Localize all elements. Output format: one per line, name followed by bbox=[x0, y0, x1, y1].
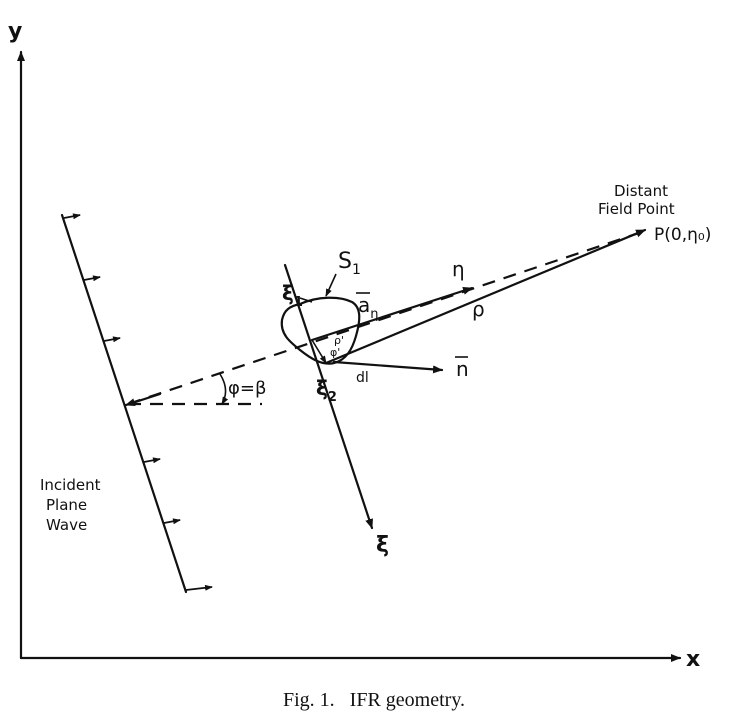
angle-label: φ=β bbox=[228, 378, 266, 399]
rho-prime-vector bbox=[311, 339, 327, 364]
wavefront-arrow bbox=[185, 584, 213, 591]
point-p-label: P(0,η₀) bbox=[654, 225, 711, 245]
dl-label: dl bbox=[356, 370, 369, 386]
figure-caption: Fig. 1. IFR geometry. bbox=[283, 689, 465, 711]
normal-label: n bbox=[456, 357, 469, 381]
xi-axis-label: ξ bbox=[376, 533, 389, 558]
wavefront-arrow bbox=[143, 457, 161, 464]
wavefront-arrow bbox=[63, 213, 81, 220]
distant-label-line1: Distant bbox=[614, 182, 668, 200]
x-axis-label: x bbox=[686, 647, 700, 672]
xi1-tick bbox=[299, 297, 313, 303]
s1-pointer bbox=[325, 273, 337, 297]
rho-prime-label: ρ' bbox=[334, 334, 344, 347]
distant-label-line2: Field Point bbox=[598, 200, 675, 218]
wavefront-arrow bbox=[83, 275, 101, 282]
propagation-line bbox=[127, 228, 649, 406]
a-eta-vector bbox=[310, 286, 474, 342]
rho-vector bbox=[324, 228, 647, 365]
xi1-label: ξ1 bbox=[282, 281, 303, 310]
incident-wavefront bbox=[60, 213, 188, 594]
wavefront-arrow bbox=[103, 336, 121, 343]
rho-label: ρ bbox=[472, 297, 485, 321]
xi2-label: ξ2 bbox=[316, 376, 337, 405]
wavefront-arrow bbox=[163, 518, 181, 525]
incident-label-line3: Wave bbox=[46, 516, 87, 534]
a-eta-label: aη bbox=[358, 293, 379, 322]
s1-label: S1 bbox=[338, 249, 361, 278]
wavefront-arrows bbox=[63, 213, 213, 591]
incident-label-line2: Plane bbox=[46, 496, 87, 514]
y-axis-label: y bbox=[8, 19, 22, 44]
angle-arc bbox=[219, 373, 229, 405]
normal-vector bbox=[332, 360, 444, 374]
incident-label-line1: Incident bbox=[40, 476, 101, 494]
xi-axis bbox=[283, 263, 374, 530]
phi-prime-label: φ' bbox=[330, 346, 340, 359]
eta-label: η bbox=[452, 257, 465, 281]
